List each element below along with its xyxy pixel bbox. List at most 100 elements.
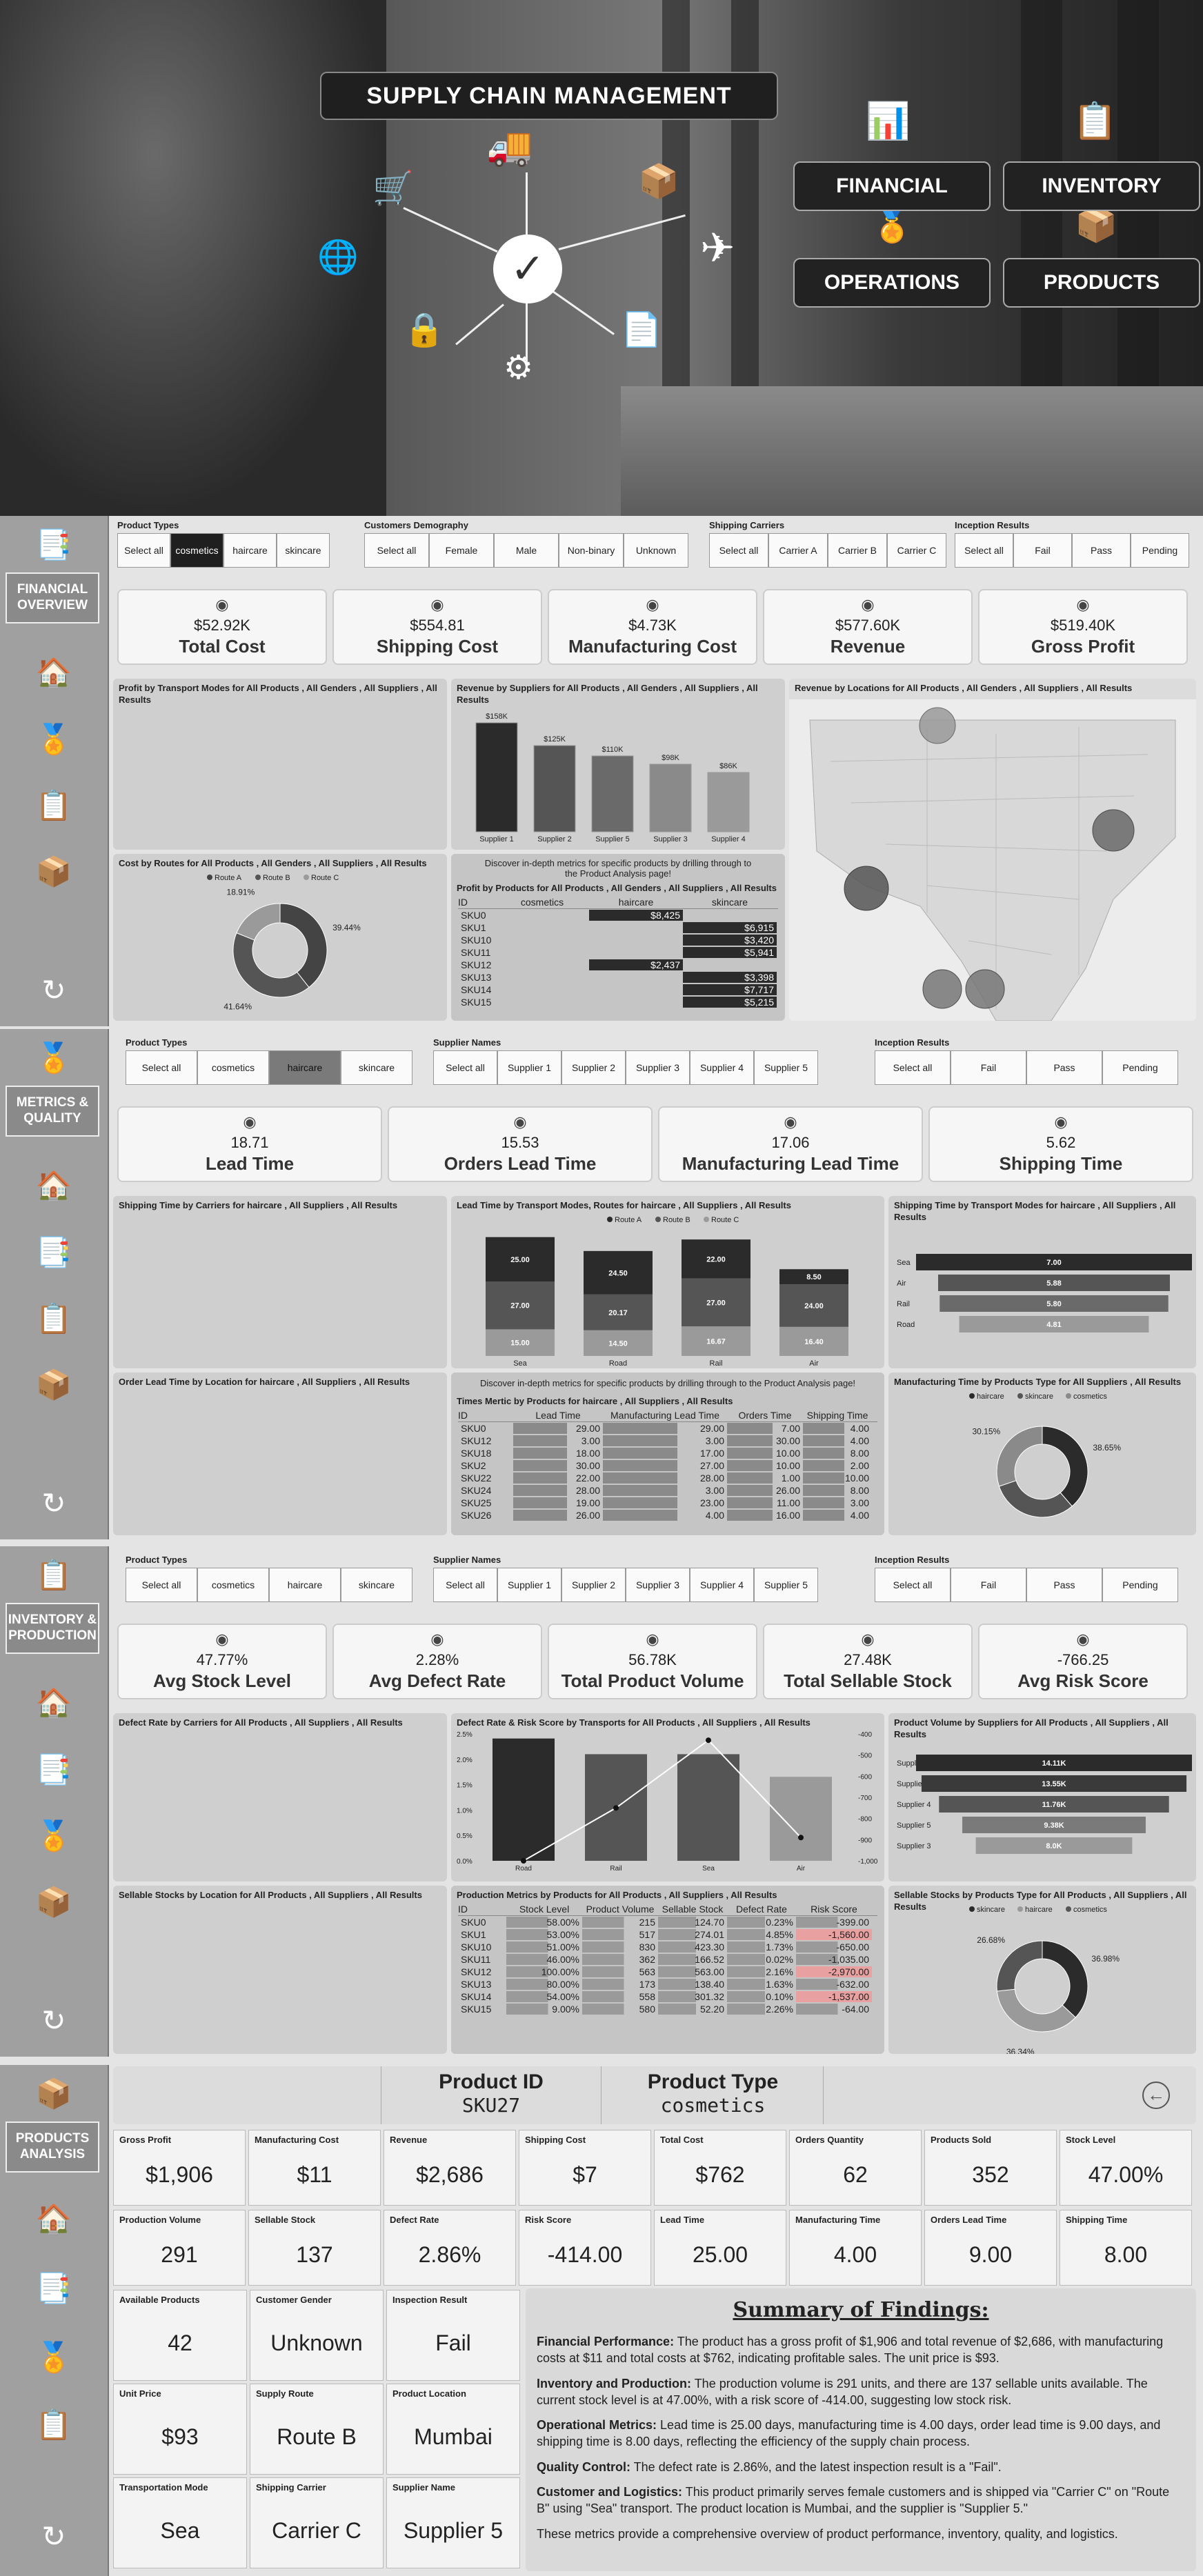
slicer-option-supplier-2[interactable]: Supplier 2 <box>561 1568 626 1602</box>
column-header: Orders Time <box>738 1409 792 1421</box>
award-icon[interactable]: 🏅 <box>35 1041 72 1074</box>
chart-title: Sellable Stocks by Products Type for All… <box>894 1890 1187 1912</box>
slicer-option-pending[interactable]: Pending <box>1131 533 1189 568</box>
slicer-option-skincare[interactable]: skincare <box>341 1568 412 1602</box>
slicer-option-supplier-4[interactable]: Supplier 4 <box>690 1568 754 1602</box>
award-icon[interactable]: 🏅 <box>35 723 72 755</box>
slicer-option-supplier-4[interactable]: Supplier 4 <box>690 1050 754 1085</box>
nav-financial-button[interactable]: FINANCIAL <box>793 161 991 211</box>
slicer-option-pass[interactable]: Pass <box>1026 1568 1102 1602</box>
reset-icon[interactable]: ↻ <box>41 1487 66 1519</box>
box-icon[interactable]: 📦 <box>35 2077 72 2110</box>
reset-icon[interactable]: ↻ <box>41 2004 66 2037</box>
slicer-option-select-all[interactable]: Select all <box>875 1568 951 1602</box>
nav-products-button[interactable]: PRODUCTS <box>1003 258 1200 308</box>
clipboard-icon[interactable]: 📋 <box>35 1559 72 1591</box>
slicer-option-carrier-b[interactable]: Carrier B <box>828 533 887 568</box>
financial-report-icon[interactable]: 📑 <box>35 2272 72 2304</box>
slicer-option-select-all[interactable]: Select all <box>955 533 1013 568</box>
legend-marker <box>255 875 261 880</box>
kpi-title: Avg Stock Level <box>153 1670 291 1691</box>
table-row: SKU15 $5,215 <box>458 996 778 1008</box>
clipboard-icon[interactable]: 📋 <box>35 1302 72 1335</box>
table-cell: 2.26% <box>727 2004 796 2015</box>
revenue-icon: ◉ <box>861 596 875 613</box>
data-label: 14.11K <box>1042 1759 1066 1768</box>
slicer-option-cosmetics[interactable]: cosmetics <box>170 533 223 568</box>
award-icon[interactable]: 🏅 <box>35 2341 72 2373</box>
slicer-option-supplier-3[interactable]: Supplier 3 <box>626 1050 690 1085</box>
slicer-option-select-all[interactable]: Select all <box>117 533 170 568</box>
slicer-option-cosmetics[interactable]: cosmetics <box>197 1568 269 1602</box>
slicer-option-select-all[interactable]: Select all <box>126 1568 197 1602</box>
revenue-by-locations-map[interactable]: Revenue by Locations for All Products , … <box>789 679 1196 1021</box>
slicer-option-select-all[interactable]: Select all <box>364 533 429 568</box>
reset-icon[interactable]: ↻ <box>41 2520 66 2553</box>
slicer-option-fail[interactable]: Fail <box>1013 533 1072 568</box>
slicer-option-haircare[interactable]: haircare <box>223 533 277 568</box>
financial-report-icon[interactable]: 📑 <box>35 1753 72 1786</box>
slicer-option-skincare[interactable]: skincare <box>277 533 330 568</box>
reset-icon[interactable]: ↻ <box>41 974 66 1006</box>
box-icon[interactable]: 📦 <box>35 1886 72 1918</box>
slicer-options: Select all cosmetics haircare skincare <box>126 1568 412 1602</box>
slicer-option-supplier-5[interactable]: Supplier 5 <box>754 1050 818 1085</box>
financial-report-icon[interactable]: 📑 <box>35 1236 72 1268</box>
slicer-option-haircare[interactable]: haircare <box>269 1050 341 1085</box>
legend-marker <box>969 1906 975 1912</box>
slicer-option-supplier-5[interactable]: Supplier 5 <box>754 1568 818 1602</box>
data-label: 16.67 <box>706 1338 726 1346</box>
clipboard-icon[interactable]: 📋 <box>35 789 72 821</box>
slicer-option-select-all[interactable]: Select all <box>875 1050 951 1085</box>
slicer-option-fail[interactable]: Fail <box>951 1050 1026 1085</box>
home-icon[interactable]: 🏠 <box>35 657 72 689</box>
box-icon[interactable]: 📦 <box>35 855 72 888</box>
award-icon[interactable]: 🏅 <box>35 1819 72 1852</box>
slicer-option-cosmetics[interactable]: cosmetics <box>197 1050 269 1085</box>
slicer-option-non-binary[interactable]: Non-binary <box>559 533 624 568</box>
slicer-option-select-all[interactable]: Select all <box>433 1568 497 1602</box>
profit-by-products-table[interactable]: Discover in-depth metrics for specific p… <box>451 854 785 1021</box>
clipboard-icon[interactable]: 📋 <box>35 2408 72 2441</box>
slicer-option-select-all[interactable]: Select all <box>126 1050 197 1085</box>
home-icon[interactable]: 🏠 <box>35 1687 72 1719</box>
slicer-option-skincare[interactable]: skincare <box>341 1050 412 1085</box>
slicer-option-carrier-a[interactable]: Carrier A <box>768 533 828 568</box>
financial-report-icon[interactable]: 📑 <box>35 528 72 561</box>
slicer-label: Inception Results <box>875 1555 950 1565</box>
slicer-option-supplier-1[interactable]: Supplier 1 <box>497 1050 561 1085</box>
slicer-option-supplier-1[interactable]: Supplier 1 <box>497 1568 561 1602</box>
slicer-option-haircare[interactable]: haircare <box>269 1568 341 1602</box>
slicer-option-pass[interactable]: Pass <box>1026 1050 1102 1085</box>
slicer-option-select-all[interactable]: Select all <box>709 533 768 568</box>
box-icon[interactable]: 📦 <box>35 1368 72 1401</box>
home-icon[interactable]: 🏠 <box>35 2203 72 2235</box>
table-row: SKU14 54.00% 558 301.32 0.10% -1,537.00 <box>458 1990 877 2003</box>
production-metrics-table[interactable]: Production Metrics by Products for All P… <box>451 1886 884 2054</box>
slicer-group: Supplier Names Select all Supplier 1 Suppli… <box>433 1555 818 1602</box>
back-arrow-icon[interactable]: ← <box>1142 2081 1170 2109</box>
slicer-option-male[interactable]: Male <box>494 533 559 568</box>
slicer-option-female[interactable]: Female <box>429 533 494 568</box>
slicer-option-pending[interactable]: Pending <box>1102 1568 1178 1602</box>
metric-value: -414.00 <box>547 2242 623 2267</box>
cost-by-routes-chart: Cost by Routes for All Products , All Ge… <box>113 854 447 1021</box>
inventory-checklist-icon: 📋 <box>1073 101 1117 141</box>
truck-icon: ◉ <box>1054 1113 1068 1130</box>
nav-inventory-button[interactable]: INVENTORY <box>1003 161 1200 211</box>
slicer-option-supplier-2[interactable]: Supplier 2 <box>561 1050 626 1085</box>
slicer-option-pending[interactable]: Pending <box>1102 1050 1178 1085</box>
slicer-option-pass[interactable]: Pass <box>1072 533 1131 568</box>
times-metric-table[interactable]: Discover in-depth metrics for specific p… <box>451 1372 884 1535</box>
nav-operations-button[interactable]: OPERATIONS <box>793 258 991 308</box>
column-header: Defect Rate <box>736 1903 787 1915</box>
table-cell: 10.00 <box>727 1460 803 1471</box>
kpi-title: Manufacturing Cost <box>568 636 737 657</box>
home-icon[interactable]: 🏠 <box>35 1170 72 1202</box>
slicer-option-unknown[interactable]: Unknown <box>624 533 688 568</box>
slicer-option-fail[interactable]: Fail <box>951 1568 1026 1602</box>
slicer-option-select-all[interactable]: Select all <box>433 1050 497 1085</box>
column-header: ID <box>458 1409 468 1421</box>
slicer-option-supplier-3[interactable]: Supplier 3 <box>626 1568 690 1602</box>
slicer-option-carrier-c[interactable]: Carrier C <box>887 533 946 568</box>
